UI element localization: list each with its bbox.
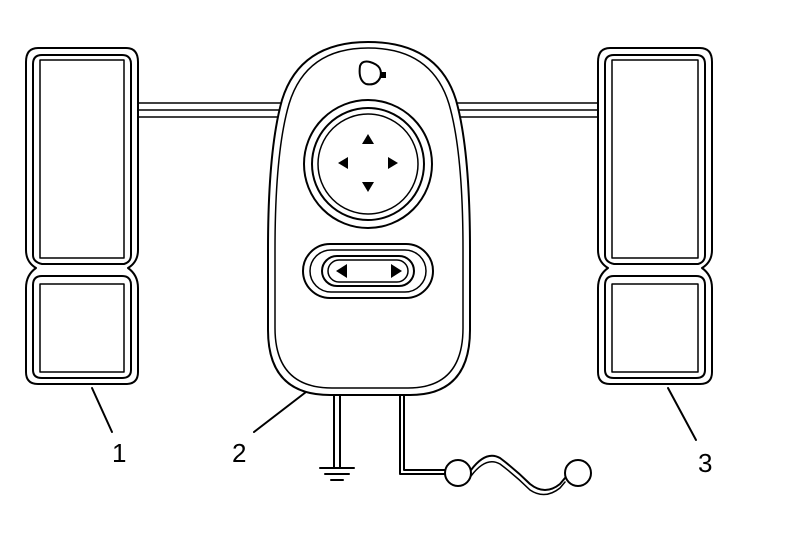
slider-switch (302, 243, 434, 299)
connector-icon (444, 459, 472, 487)
reading-light-icon (358, 60, 386, 86)
leader-lines (91, 387, 697, 441)
connecting-rods (136, 102, 606, 118)
left-arrow-icon (338, 157, 348, 169)
slider-right-arrow-icon (391, 264, 402, 278)
callout-label-2: 2 (232, 438, 246, 468)
right-switch-pad (597, 47, 713, 385)
signal-wire (399, 394, 592, 496)
slider-left-arrow-icon (336, 264, 347, 278)
up-arrow-icon (362, 134, 374, 144)
callout-label-3: 3 (698, 448, 712, 478)
ground-symbol-icon (319, 394, 355, 481)
right-arrow-icon (388, 157, 398, 169)
callout-label-1: 1 (112, 438, 126, 468)
left-switch-pad (25, 47, 139, 385)
down-arrow-icon (362, 182, 374, 192)
direction-pad (303, 99, 433, 229)
connector-icon (564, 459, 592, 487)
center-controller (267, 41, 471, 396)
